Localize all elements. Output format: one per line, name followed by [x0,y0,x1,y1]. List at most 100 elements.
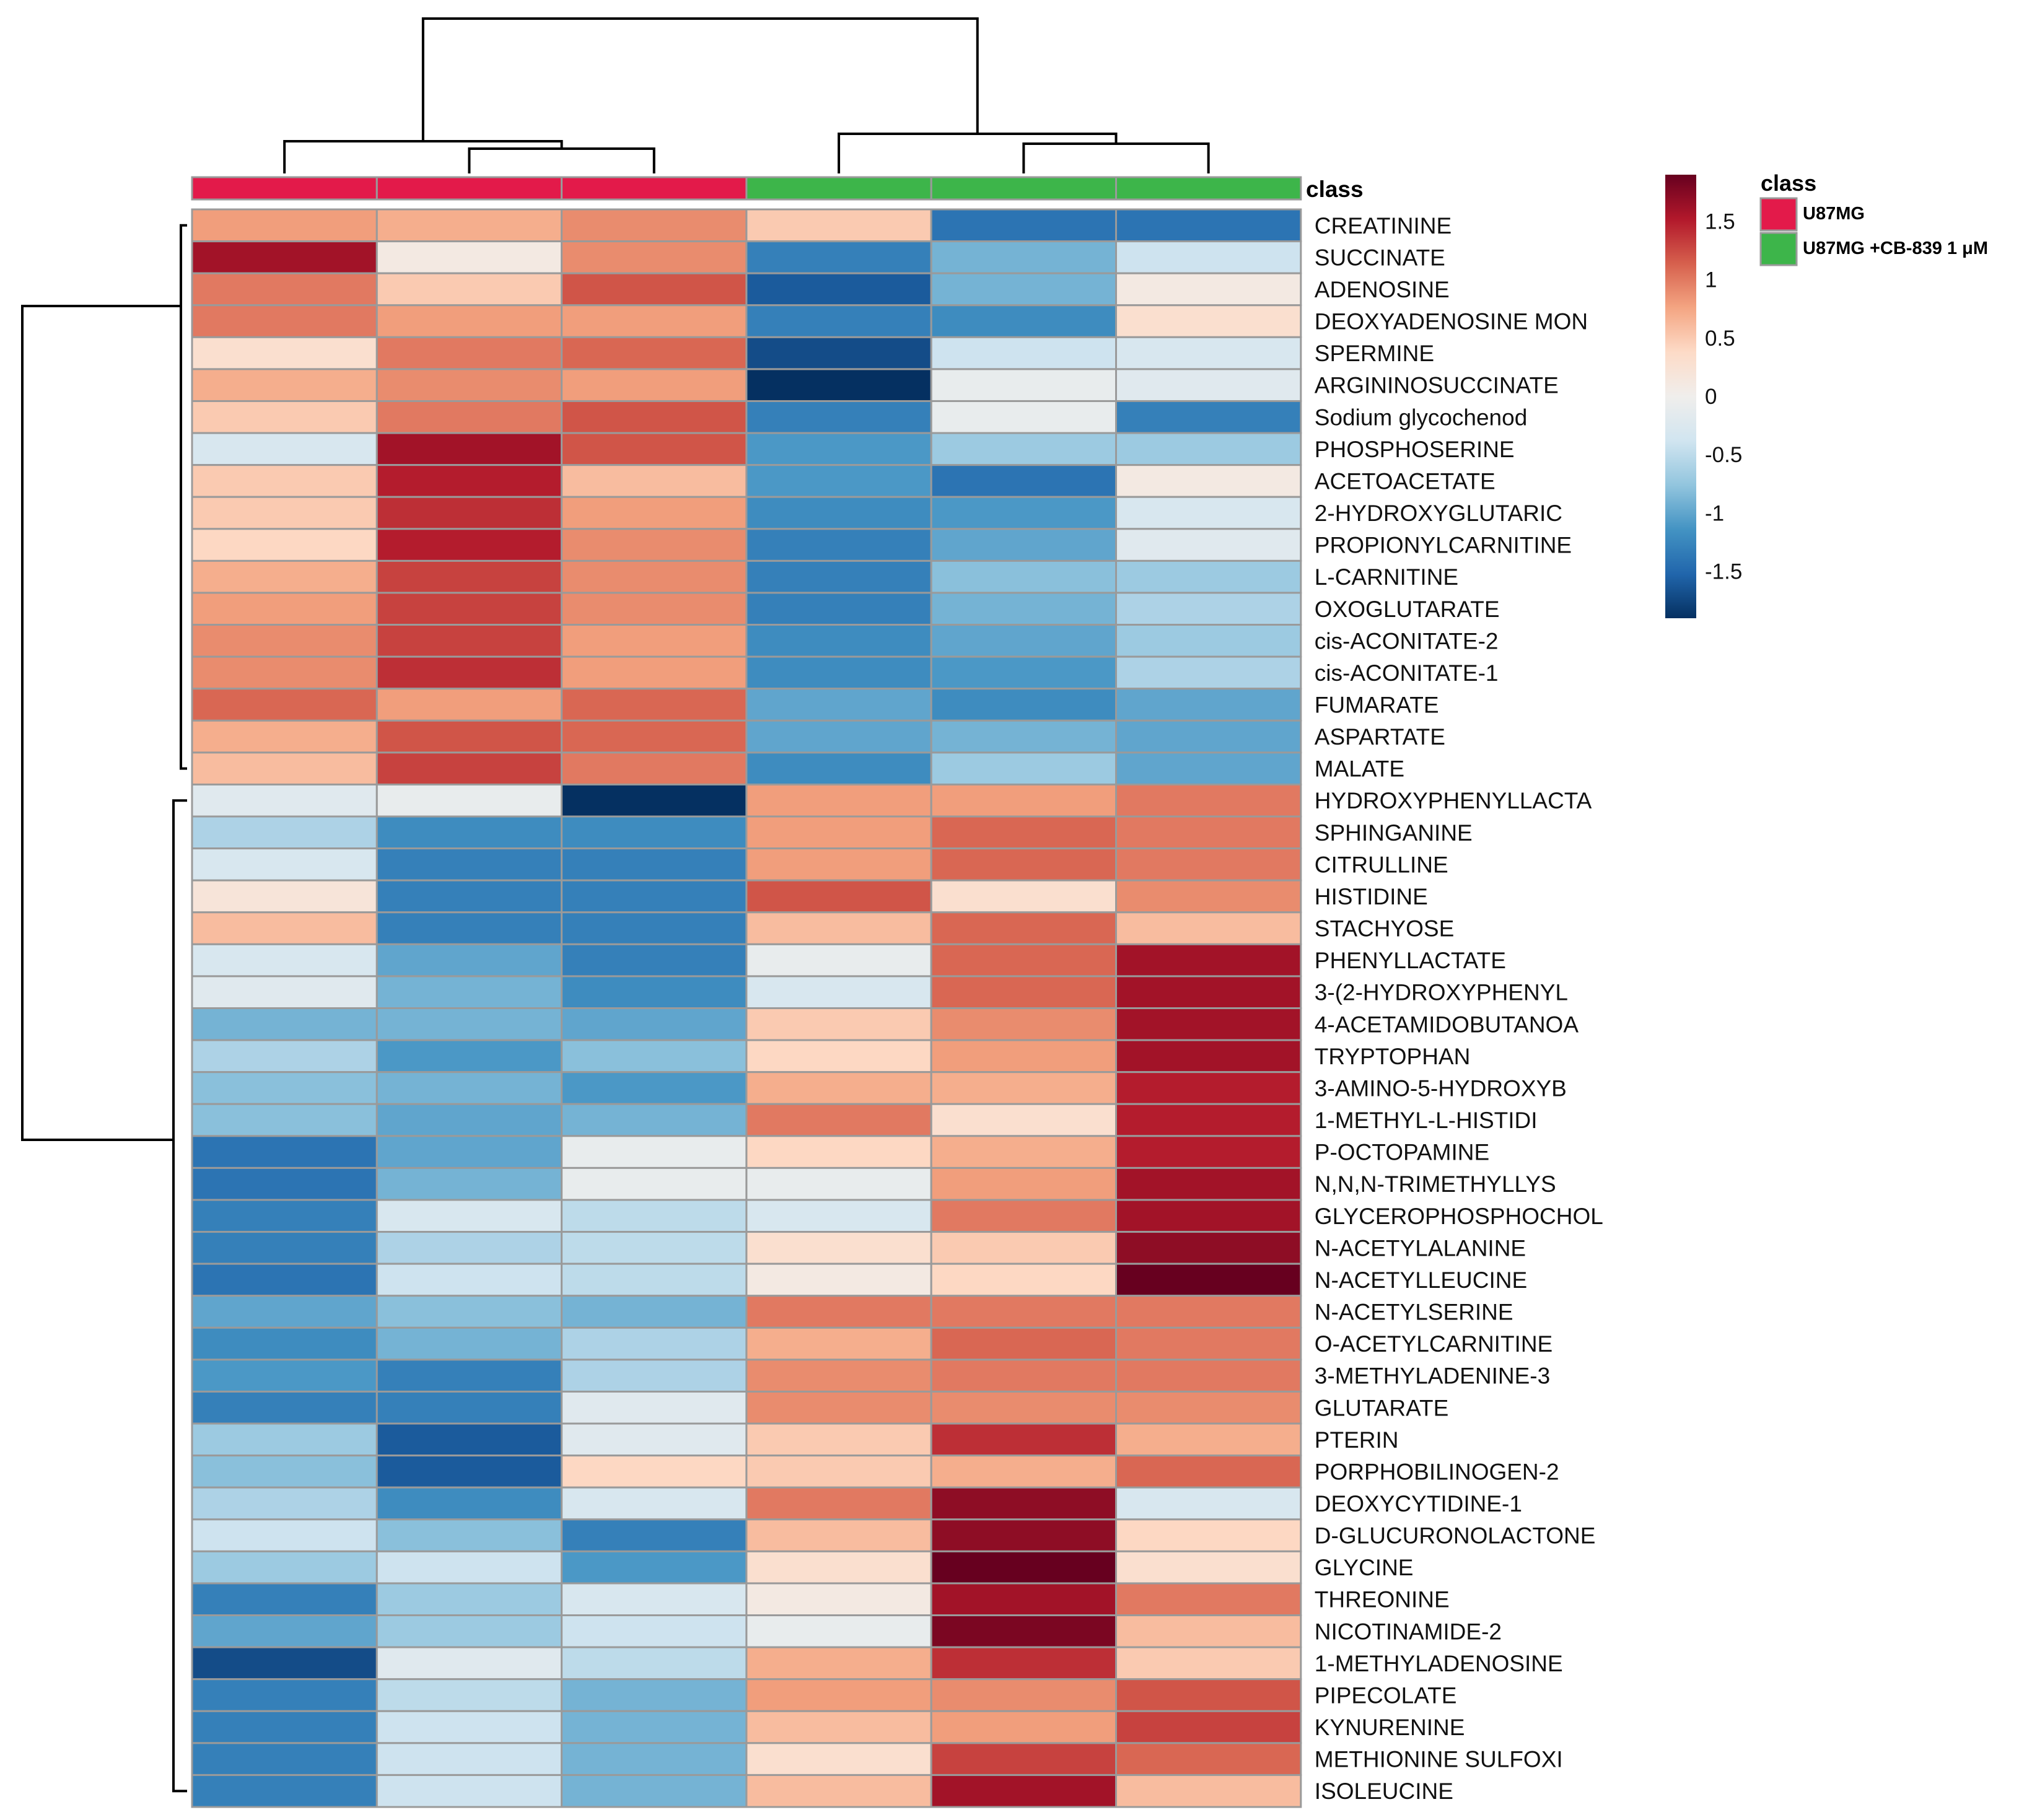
heatmap-cell [561,1646,748,1681]
heatmap-cell [930,1646,1117,1681]
heatmap-cell [930,1455,1117,1489]
heatmap-cell [745,847,932,882]
row-label: SPHINGANINE [1315,820,1473,846]
heatmap-cell [191,592,378,626]
row-label: PHOSPHOSERINE [1315,437,1515,462]
heatmap-cell [375,879,563,914]
heatmap-cell [1115,432,1302,466]
heatmap-cell [745,1710,932,1744]
heatmap-cell [191,1007,378,1041]
heatmap-cell [375,559,563,594]
row-label: CREATININE [1315,213,1452,238]
heatmap-cell [561,1742,748,1776]
row-label: P-OCTOPAMINE [1315,1140,1489,1165]
row-label: SPERMINE [1315,341,1434,366]
heatmap-cell [1115,624,1302,658]
heatmap-cell [191,528,378,562]
heatmap-cell [561,1326,748,1361]
heatmap-cell [930,847,1117,882]
heatmap-cell [930,1007,1117,1041]
heatmap-cell [561,655,748,690]
heatmap-cell [745,1199,932,1233]
heatmap-cell [191,336,378,370]
heatmap-cell [1115,815,1302,850]
heatmap-cell [375,1103,563,1137]
colorbar-tick-label: -0.5 [1705,443,1742,467]
heatmap-cells [191,208,1302,1808]
heatmap-cell [1115,1390,1302,1425]
heatmap-cell [561,1262,748,1297]
legend-swatch [1759,232,1798,266]
legend-item-label: U87MG +CB-839 1 μM [1803,238,1988,258]
heatmap-cell [1115,304,1302,338]
heatmap-cell [745,1486,932,1521]
heatmap-cell [191,464,378,498]
row-label: 1-METHYLADENOSINE [1315,1651,1563,1676]
heatmap-cell [561,208,748,243]
heatmap-cell [375,1390,563,1425]
row-label: N-ACETYLSERINE [1315,1300,1513,1325]
heatmap-cell [375,783,563,818]
heatmap-cell [1115,528,1302,562]
heatmap-cell [930,1518,1117,1552]
heatmap-cell [191,1550,378,1585]
heatmap-cell [1115,1262,1302,1297]
heatmap-cell [745,911,932,945]
heatmap-cell [561,911,748,945]
heatmap-cell [930,1103,1117,1137]
heatmap-cell [745,943,932,978]
heatmap-cell [745,783,932,818]
heatmap-cell [930,1199,1117,1233]
heatmap-cell [1115,1358,1302,1393]
heatmap-cell [745,1455,932,1489]
heatmap-cell [191,1262,378,1297]
row-label: PIPECOLATE [1315,1682,1457,1708]
heatmap-cell [375,464,563,498]
heatmap-cell [745,1039,932,1074]
heatmap-cell [561,815,748,850]
heatmap-cell [745,1646,932,1681]
row-dendrogram [21,224,187,1793]
heatmap-cell [375,943,563,978]
heatmap-cell [191,1135,378,1169]
legend-title: class [1761,170,1816,196]
heatmap-cell [191,1614,378,1648]
heatmap-cell [745,592,932,626]
dendrogram-root [21,305,181,1141]
heatmap-cell [191,1774,378,1808]
heatmap-cell [745,624,932,658]
heatmap-cell [1115,1614,1302,1648]
heatmap-cell [1115,1326,1302,1361]
heatmap-cell [561,1455,748,1489]
heatmap-cell [191,624,378,658]
heatmap-cell [1115,1678,1302,1712]
heatmap-cell [930,496,1117,530]
heatmap-cell [1115,1103,1302,1137]
heatmap-cell [375,1166,563,1201]
heatmap-cell [745,240,932,274]
heatmap-cell [745,1390,932,1425]
heatmap-cell [1115,1039,1302,1074]
heatmap-cell [375,1039,563,1074]
heatmap-cell [930,528,1117,562]
heatmap-cell [1115,688,1302,722]
row-label: PHENYLLACTATE [1315,948,1506,973]
heatmap-cell [1115,1295,1302,1329]
heatmap-cell [745,559,932,594]
heatmap-cell [1115,1455,1302,1489]
heatmap-cell [1115,496,1302,530]
heatmap-cell [191,432,378,466]
heatmap-cell [375,1582,563,1617]
row-label: DEOXYADENOSINE MON [1315,309,1588,335]
heatmap-cell [745,400,932,434]
row-label: D-GLUCURONOLACTONE [1315,1523,1596,1549]
heatmap-cell [375,1774,563,1808]
colorbar-tick-label: -1 [1705,501,1724,525]
heatmap-cell [375,1646,563,1681]
heatmap-cell [745,719,932,754]
heatmap-cell [745,815,932,850]
heatmap-cell [930,688,1117,722]
heatmap-cell [561,559,748,594]
heatmap-cell [561,1103,748,1137]
heatmap-cell [375,1710,563,1744]
